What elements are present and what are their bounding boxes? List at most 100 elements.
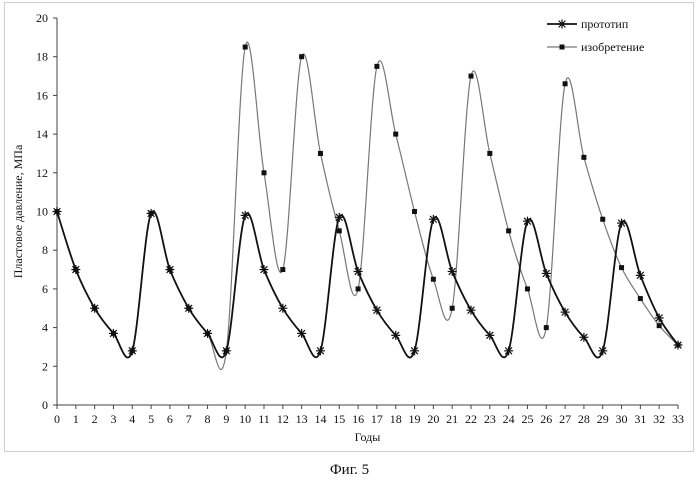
tick-labels: 0246810121416182001234567891011121314151…: [36, 11, 684, 426]
data-point-prototype: [485, 331, 494, 340]
data-point-invention: [356, 286, 361, 291]
y-tick-label: 6: [42, 282, 48, 296]
x-tick-label: 12: [277, 412, 289, 426]
x-tick-label: 6: [167, 412, 173, 426]
data-point-prototype: [184, 304, 193, 313]
data-point-prototype: [316, 346, 325, 355]
data-point-prototype: [335, 213, 344, 222]
data-point-invention: [337, 228, 342, 233]
x-tick-label: 7: [186, 412, 192, 426]
y-axis-label: Пластовое давление, МПа: [11, 144, 25, 278]
data-point-invention: [619, 265, 624, 270]
legend-marker-prototype: [558, 20, 567, 29]
data-point-invention: [243, 45, 248, 50]
data-point-prototype: [674, 341, 683, 350]
data-point-prototype: [222, 346, 231, 355]
x-tick-label: 29: [597, 412, 609, 426]
data-point-invention: [262, 170, 267, 175]
y-tick-label: 12: [36, 166, 48, 180]
x-tick-label: 11: [258, 412, 270, 426]
data-point-prototype: [542, 269, 551, 278]
x-tick-label: 23: [484, 412, 496, 426]
data-point-invention: [487, 151, 492, 156]
data-point-invention: [600, 217, 605, 222]
data-point-invention: [506, 228, 511, 233]
data-point-prototype: [579, 333, 588, 342]
data-point-prototype: [128, 346, 137, 355]
figure-caption: Фиг. 5: [0, 462, 699, 479]
data-point-prototype: [504, 346, 513, 355]
legend-label-prototype: прототип: [581, 17, 629, 31]
x-tick-label: 16: [352, 412, 364, 426]
data-point-invention: [374, 64, 379, 69]
x-tick-label: 10: [239, 412, 251, 426]
data-point-prototype: [109, 329, 118, 338]
x-tick-label: 2: [92, 412, 98, 426]
x-tick-label: 14: [314, 412, 326, 426]
data-point-invention: [657, 323, 662, 328]
y-tick-label: 20: [36, 11, 48, 25]
x-tick-label: 31: [634, 412, 646, 426]
data-point-invention: [299, 54, 304, 59]
data-point-invention: [525, 286, 530, 291]
x-tick-label: 18: [390, 412, 402, 426]
data-point-prototype: [448, 267, 457, 276]
data-point-prototype: [617, 219, 626, 228]
x-tick-label: 5: [148, 412, 154, 426]
data-point-prototype: [53, 207, 62, 216]
x-axis-label: Годы: [355, 430, 381, 444]
y-tick-label: 0: [42, 398, 48, 412]
y-tick-label: 16: [36, 88, 48, 102]
data-point-prototype: [636, 271, 645, 280]
x-tick-label: 25: [521, 412, 533, 426]
y-tick-label: 14: [36, 127, 48, 141]
data-point-invention: [280, 267, 285, 272]
x-tick-label: 19: [409, 412, 421, 426]
x-tick-label: 9: [223, 412, 229, 426]
data-point-invention: [450, 306, 455, 311]
x-tick-label: 21: [446, 412, 458, 426]
data-point-prototype: [429, 215, 438, 224]
data-point-invention: [431, 277, 436, 282]
x-tick-label: 0: [54, 412, 60, 426]
x-tick-label: 17: [371, 412, 383, 426]
x-tick-label: 1: [73, 412, 79, 426]
data-point-prototype: [260, 265, 269, 274]
x-tick-label: 15: [333, 412, 345, 426]
x-tick-label: 32: [653, 412, 665, 426]
y-tick-label: 2: [42, 359, 48, 373]
data-point-prototype: [297, 329, 306, 338]
data-point-prototype: [90, 304, 99, 313]
data-point-invention: [581, 155, 586, 160]
series-layer: [53, 42, 683, 369]
data-point-prototype: [165, 265, 174, 274]
data-point-prototype: [372, 306, 381, 315]
legend: прототип изобретение: [547, 17, 644, 54]
data-point-invention: [638, 296, 643, 301]
chart: 0246810121416182001234567891011121314151…: [0, 0, 699, 460]
data-point-prototype: [410, 346, 419, 355]
x-tick-label: 13: [296, 412, 308, 426]
series-line-1: [57, 42, 678, 369]
y-tick-label: 18: [36, 50, 48, 64]
x-tick-label: 33: [672, 412, 684, 426]
data-point-invention: [469, 74, 474, 79]
data-point-invention: [544, 325, 549, 330]
data-point-prototype: [655, 313, 664, 322]
x-tick-label: 22: [465, 412, 477, 426]
legend-marker-invention: [560, 45, 565, 50]
y-tick-label: 8: [42, 243, 48, 257]
data-point-invention: [318, 151, 323, 156]
x-tick-label: 8: [205, 412, 211, 426]
data-point-prototype: [278, 304, 287, 313]
data-point-prototype: [391, 331, 400, 340]
x-tick-label: 4: [129, 412, 135, 426]
legend-label-invention: изобретение: [581, 40, 644, 54]
x-tick-label: 28: [578, 412, 590, 426]
data-point-prototype: [523, 217, 532, 226]
data-point-prototype: [598, 346, 607, 355]
data-point-invention: [412, 209, 417, 214]
x-tick-label: 27: [559, 412, 571, 426]
data-point-prototype: [467, 306, 476, 315]
x-tick-label: 24: [503, 412, 515, 426]
